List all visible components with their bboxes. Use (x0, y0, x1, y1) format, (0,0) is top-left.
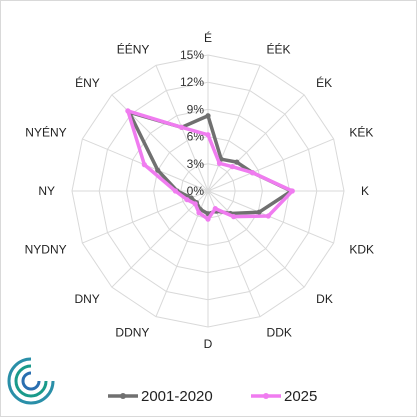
data-point (192, 201, 198, 207)
direction-label: NYÉNY (25, 124, 66, 139)
direction-label: É (204, 30, 212, 45)
radial-tick-label: 15% (180, 48, 204, 62)
radar-grid (71, 54, 345, 328)
logo (7, 357, 55, 405)
series-1 (126, 109, 295, 217)
direction-labels: É ÉÉK ÉK KÉK K KDK DK DDK D DDNY DNY NYDNY NY NYÉNY ÉN… (25, 30, 374, 351)
radial-tick-label: 3% (187, 157, 205, 171)
series-line (127, 110, 294, 216)
data-point (141, 162, 147, 168)
logo-swirl-inner (21, 371, 41, 391)
radial-tick-label: 0% (187, 184, 205, 198)
direction-label: DNY (74, 292, 99, 306)
radial-tick-label: 12% (180, 75, 204, 89)
data-point (212, 205, 218, 212)
direction-label: DK (316, 292, 333, 306)
legend-label: 2001-2020 (141, 388, 213, 405)
data-point (179, 124, 185, 130)
data-point (205, 132, 211, 138)
grid-spoke (207, 190, 334, 244)
direction-label: ÉÉK (267, 42, 291, 57)
data-point (249, 170, 255, 176)
data-point (184, 197, 190, 203)
data-point (205, 113, 211, 119)
grid-spoke (207, 190, 305, 288)
grid-spoke (111, 190, 209, 288)
data-point (172, 188, 178, 194)
grid-spoke (207, 138, 334, 192)
direction-label: ÉÉNY (117, 42, 150, 57)
legend-swatch-marker (263, 393, 269, 399)
data-point (265, 213, 271, 219)
data-point (155, 167, 161, 173)
data-series (125, 108, 295, 222)
data-point (125, 108, 131, 114)
direction-label: NYDNY (25, 243, 67, 257)
direction-label: D (204, 337, 213, 351)
direction-label: KDK (349, 243, 374, 257)
grid-spoke (207, 94, 305, 192)
direction-label: DDNY (115, 325, 149, 339)
logo-swirl-middle (14, 364, 48, 398)
series-2 (125, 108, 295, 222)
legend-label: 2025 (284, 388, 317, 405)
data-point (289, 188, 295, 194)
data-point (256, 209, 262, 215)
data-point (196, 210, 202, 216)
logo-swirl-outer (7, 357, 55, 405)
direction-label: K (361, 184, 369, 198)
data-point (234, 159, 240, 165)
radial-tick-label: 9% (187, 102, 205, 116)
data-point (216, 160, 223, 166)
direction-label: ÉNY (75, 75, 100, 90)
data-point (205, 216, 211, 222)
direction-label: DDK (267, 325, 292, 339)
direction-label: ÉK (316, 75, 332, 90)
data-point (231, 214, 237, 220)
direction-label: NY (38, 184, 55, 198)
legend-item: 2025 (251, 388, 317, 405)
legend: 2001-2020 2025 (108, 388, 317, 405)
legend-item: 2001-2020 (108, 388, 213, 405)
data-point (229, 164, 235, 170)
direction-label: KÉK (349, 124, 373, 139)
grid-spoke (207, 65, 261, 192)
legend-swatch-marker (120, 393, 126, 399)
